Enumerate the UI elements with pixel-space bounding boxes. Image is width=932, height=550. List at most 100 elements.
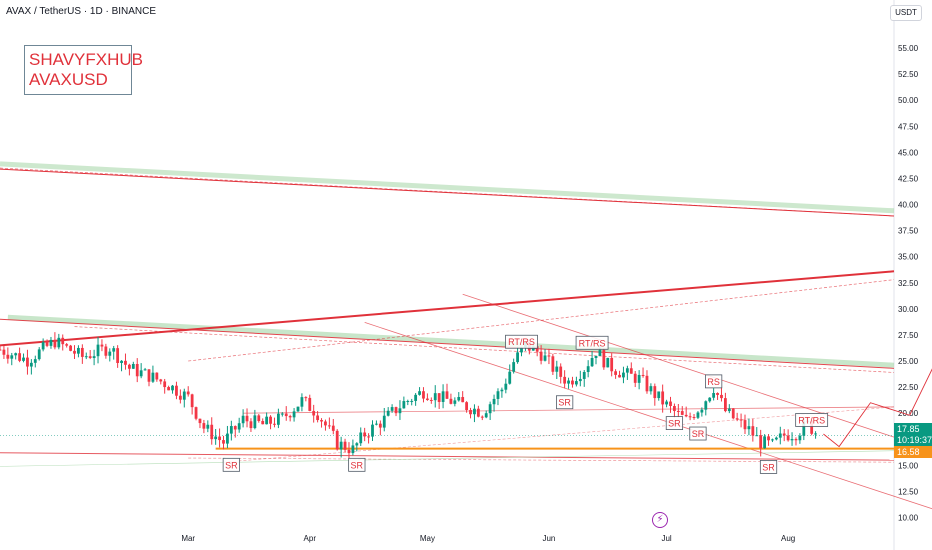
candle-body — [445, 391, 449, 399]
candle-body — [786, 435, 790, 441]
candle-body — [590, 358, 594, 367]
annotation-label: SR — [692, 429, 705, 439]
candle-body — [135, 363, 139, 377]
candle-body — [673, 406, 676, 411]
candle-body — [69, 345, 72, 351]
candle-body — [771, 439, 774, 441]
candle-body — [147, 369, 151, 382]
candle-body — [131, 363, 135, 369]
candle-body — [116, 348, 120, 363]
candle-body — [45, 342, 49, 346]
candles — [0, 332, 817, 459]
candle-body — [100, 344, 104, 347]
annotation-label: SR — [558, 398, 571, 408]
x-tick-label: Jul — [661, 534, 671, 543]
candle-body — [716, 393, 719, 395]
candle-body — [676, 410, 680, 412]
candle-body — [629, 368, 633, 374]
candle-body — [335, 430, 339, 450]
symbol-title[interactable]: AVAX / TetherUS · 1D · BINANCE — [6, 6, 157, 17]
candle-body — [810, 420, 814, 434]
x-tick-label: Apr — [304, 534, 317, 543]
candle-body — [606, 357, 610, 368]
candle-body — [778, 433, 782, 438]
currency-button[interactable]: USDT — [890, 5, 922, 21]
candle-body — [484, 413, 488, 418]
candle-body — [249, 421, 253, 429]
annotation-label: SR — [668, 419, 681, 429]
annotation-box — [575, 335, 609, 350]
candle-body — [457, 397, 461, 401]
candle-body — [578, 378, 582, 382]
candle-body — [167, 387, 171, 391]
candle-body — [359, 432, 363, 444]
candle-body — [245, 415, 249, 422]
candle-body — [774, 437, 778, 440]
candle-body — [210, 424, 214, 440]
candle-body — [488, 404, 492, 414]
candle-body — [26, 357, 29, 367]
upper-band-green — [0, 161, 895, 214]
candle-body — [155, 372, 159, 380]
support-tag: 16.58 — [894, 446, 932, 458]
candle-body — [433, 393, 437, 401]
candle-body — [206, 424, 210, 429]
candle-body — [222, 440, 225, 444]
candle-body — [394, 407, 398, 414]
candle-body — [429, 399, 433, 401]
candle-body — [755, 435, 759, 437]
candle-body — [476, 408, 480, 417]
y-tick-label: 55.00 — [898, 44, 919, 53]
candle-body — [688, 416, 692, 418]
y-tick-label: 42.50 — [898, 174, 919, 183]
candle-body — [720, 394, 723, 399]
candle-body — [175, 385, 178, 396]
candle-body — [410, 400, 414, 402]
price-axis[interactable]: 55.00 52.50 50.00 47.50 45.00 42.50 40.00 37.50… — [893, 0, 919, 550]
candle-body — [539, 351, 543, 361]
annotation-label: RT/RS — [508, 337, 535, 347]
candle-body — [763, 436, 767, 449]
candle-body — [124, 360, 127, 365]
watermark-line-2: AVAXUSD — [29, 70, 108, 89]
candle-body — [453, 400, 457, 404]
candle-body — [422, 391, 425, 399]
candle-body — [390, 407, 394, 411]
candle-body — [65, 344, 69, 346]
support-dashed — [188, 457, 895, 463]
candle-body — [692, 417, 696, 419]
candle-body — [649, 386, 653, 392]
annotation-label: SR — [351, 460, 364, 470]
candle-body — [120, 360, 123, 363]
candle-body — [586, 366, 590, 372]
candle-body — [637, 374, 641, 383]
candle-body — [516, 352, 519, 363]
candle-body — [300, 397, 304, 407]
candle-body — [49, 339, 53, 346]
candle-body — [226, 433, 229, 444]
candle-body — [680, 411, 684, 415]
candle-body — [347, 449, 351, 454]
candle-body — [743, 420, 747, 430]
candle-body — [653, 386, 657, 399]
candle-body — [547, 355, 551, 357]
candle-body — [504, 383, 508, 390]
candle-body — [241, 415, 245, 424]
candle-body — [327, 425, 331, 427]
candle-body — [425, 398, 429, 400]
price-tag-countdown: 10:19:37 — [897, 435, 932, 445]
y-tick-label: 25.00 — [898, 357, 919, 366]
y-tick-label: 22.50 — [898, 383, 919, 392]
mid-band-red — [0, 318, 895, 369]
x-tick-label: Jun — [542, 534, 555, 543]
candle-body — [108, 351, 112, 356]
lightning-icon[interactable]: ⚡ — [652, 512, 668, 528]
candle-body — [143, 369, 147, 371]
candle-body — [18, 353, 22, 361]
annotation-box — [505, 334, 538, 349]
time-axis[interactable]: Mar Apr May Jun Jul Aug — [181, 534, 795, 543]
candle-body — [418, 391, 421, 395]
candle-body — [665, 401, 668, 405]
candle-body — [414, 394, 418, 401]
